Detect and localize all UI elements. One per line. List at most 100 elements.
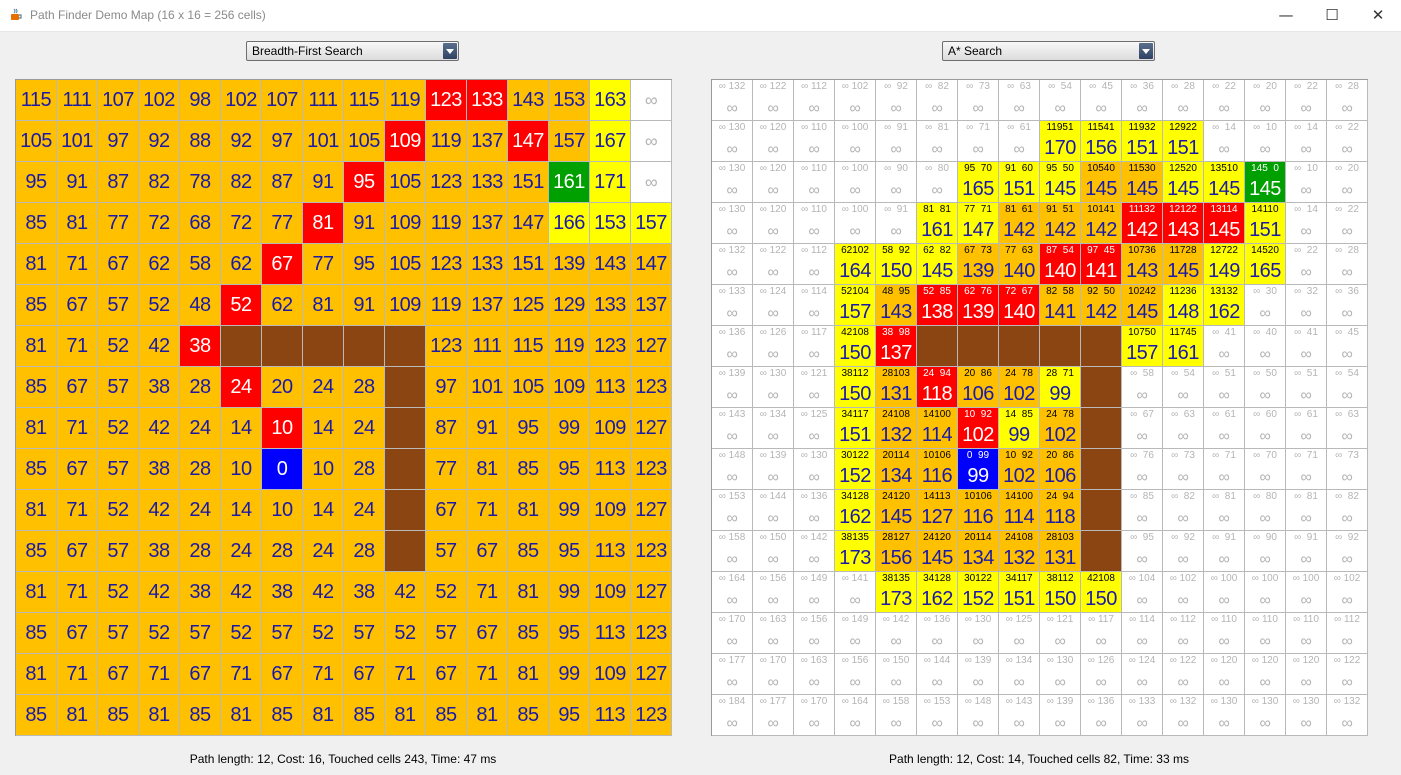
bfs-cell-visited[interactable]: 101 <box>467 367 508 408</box>
bfs-cell-visited[interactable]: 91 <box>57 162 98 203</box>
astar-cell-unvisited[interactable]: ∞ 102 ∞ <box>1163 572 1204 613</box>
astar-cell-unvisited[interactable]: ∞ 110 ∞ <box>1245 613 1286 654</box>
astar-cell-unvisited[interactable]: ∞ 124 ∞ <box>1122 654 1163 695</box>
astar-cell-unvisited[interactable]: ∞ 149 ∞ <box>835 613 876 654</box>
astar-cell-visited[interactable]: 92 50 142 <box>1081 285 1122 326</box>
astar-cell-path[interactable]: 62 76 139 <box>958 285 999 326</box>
bfs-cell-visited[interactable]: 105 <box>508 367 549 408</box>
bfs-cell-visited[interactable]: 57 <box>426 531 467 572</box>
bfs-cell-visited[interactable]: 127 <box>631 326 672 367</box>
bfs-cell-visited[interactable]: 81 <box>16 408 57 449</box>
bfs-cell-visited[interactable]: 57 <box>426 613 467 654</box>
astar-cell-unvisited[interactable]: ∞ 136 ∞ <box>1081 695 1122 736</box>
bfs-cell-visited[interactable]: 85 <box>98 695 139 736</box>
astar-cell-unvisited[interactable]: ∞ 136 ∞ <box>917 613 958 654</box>
bfs-cell-visited[interactable]: 57 <box>98 613 139 654</box>
astar-cell-unvisited[interactable]: ∞ 30 ∞ <box>1245 285 1286 326</box>
bfs-cell-visited[interactable]: 113 <box>590 695 631 736</box>
astar-cell-path[interactable]: 87 54 140 <box>1040 244 1081 285</box>
astar-cell-visited[interactable]: 11530 145 <box>1122 162 1163 203</box>
astar-cell-frontier[interactable]: 14110 151 <box>1245 203 1286 244</box>
bfs-cell-frontier[interactable]: 163 <box>590 80 631 121</box>
bfs-cell-visited[interactable]: 139 <box>549 244 590 285</box>
bfs-cell-visited[interactable]: 52 <box>139 613 180 654</box>
bfs-cell-visited[interactable]: 92 <box>221 121 262 162</box>
bfs-cell-visited[interactable]: 109 <box>385 203 426 244</box>
bfs-cell-visited[interactable]: 85 <box>508 531 549 572</box>
astar-cell-visited[interactable]: 10 92 102 <box>999 449 1040 490</box>
astar-cell-frontier[interactable]: 34128 162 <box>835 490 876 531</box>
astar-cell-visited[interactable]: 77 63 140 <box>999 244 1040 285</box>
astar-cell-unvisited[interactable]: ∞ 139 ∞ <box>712 367 753 408</box>
astar-cell-unvisited[interactable]: ∞ 156 ∞ <box>753 572 794 613</box>
bfs-cell-visited[interactable]: 102 <box>139 80 180 121</box>
bfs-cell-visited[interactable]: 67 <box>98 244 139 285</box>
astar-cell-unvisited[interactable]: ∞ 91 ∞ <box>876 121 917 162</box>
astar-cell-visited[interactable]: 10141 142 <box>1081 203 1122 244</box>
astar-cell-unvisited[interactable]: ∞ 130 ∞ <box>753 367 794 408</box>
bfs-cell-frontier[interactable]: 167 <box>590 121 631 162</box>
astar-cell-visited[interactable]: 11728 145 <box>1163 244 1204 285</box>
astar-cell-unvisited[interactable]: ∞ 10 ∞ <box>1286 162 1327 203</box>
astar-cell-unvisited[interactable]: ∞ 156 ∞ <box>835 654 876 695</box>
bfs-cell-visited[interactable]: 147 <box>631 244 672 285</box>
bfs-cell-visited[interactable]: 71 <box>139 654 180 695</box>
astar-cell-unvisited[interactable]: ∞ 153 ∞ <box>917 695 958 736</box>
bfs-cell-visited[interactable]: 81 <box>57 695 98 736</box>
bfs-cell-visited[interactable]: 81 <box>303 285 344 326</box>
bfs-cell-visited[interactable]: 71 <box>57 244 98 285</box>
bfs-cell-visited[interactable]: 77 <box>426 449 467 490</box>
astar-cell-unvisited[interactable]: ∞ 100 ∞ <box>1204 572 1245 613</box>
astar-cell-unvisited[interactable]: ∞ 177 ∞ <box>753 695 794 736</box>
astar-cell-frontier[interactable]: 42108 150 <box>835 326 876 367</box>
astar-cell-frontier[interactable]: 14 85 99 <box>999 408 1040 449</box>
astar-cell-unvisited[interactable]: ∞ 14 ∞ <box>1204 121 1245 162</box>
astar-cell-unvisited[interactable]: ∞ 81 ∞ <box>917 121 958 162</box>
astar-cell-unvisited[interactable]: ∞ 110 ∞ <box>1204 613 1245 654</box>
astar-cell-unvisited[interactable]: ∞ 142 ∞ <box>876 613 917 654</box>
bfs-cell-visited[interactable]: 42 <box>139 572 180 613</box>
astar-cell-frontier[interactable]: 12520 145 <box>1163 162 1204 203</box>
bfs-cell-visited[interactable]: 81 <box>221 695 262 736</box>
bfs-cell-path[interactable]: 109 <box>385 121 426 162</box>
astar-cell-unvisited[interactable]: ∞ 92 ∞ <box>876 80 917 121</box>
bfs-cell-visited[interactable]: 67 <box>344 654 385 695</box>
astar-map-grid[interactable]: ∞ 132 ∞ ∞ 122 ∞ ∞ 112 ∞ ∞ 102 ∞ ∞ 92 ∞ ∞ 82 ∞ ∞ 73 ∞ ∞… <box>711 79 1368 736</box>
astar-cell-visited[interactable]: 24120 145 <box>876 490 917 531</box>
astar-cell-unvisited[interactable]: ∞ 122 ∞ <box>753 244 794 285</box>
bfs-cell-visited[interactable]: 57 <box>344 613 385 654</box>
astar-cell-unvisited[interactable]: ∞ 22 ∞ <box>1327 121 1368 162</box>
astar-cell-unvisited[interactable]: ∞ 73 ∞ <box>958 80 999 121</box>
bfs-cell-visited[interactable]: 81 <box>16 654 57 695</box>
astar-cell-path[interactable]: 12122 143 <box>1163 203 1204 244</box>
bfs-cell-visited[interactable]: 71 <box>467 490 508 531</box>
bfs-cell-visited[interactable]: 71 <box>57 572 98 613</box>
astar-cell-unvisited[interactable]: ∞ 73 ∞ <box>1327 449 1368 490</box>
astar-cell-unvisited[interactable]: ∞ 164 ∞ <box>712 572 753 613</box>
bfs-cell-visited[interactable]: 10 <box>221 449 262 490</box>
bfs-cell-visited[interactable]: 28 <box>344 367 385 408</box>
astar-cell-unvisited[interactable]: ∞ 130 ∞ <box>712 162 753 203</box>
bfs-cell-visited[interactable]: 99 <box>549 572 590 613</box>
astar-cell-unvisited[interactable]: ∞ 163 ∞ <box>794 654 835 695</box>
astar-cell-unvisited[interactable]: ∞ 40 ∞ <box>1245 326 1286 367</box>
bfs-cell-visited[interactable]: 91 <box>344 285 385 326</box>
bfs-cell-visited[interactable]: 137 <box>467 203 508 244</box>
astar-cell-unvisited[interactable]: ∞ 132 ∞ <box>712 244 753 285</box>
bfs-cell-visited[interactable]: 98 <box>180 80 221 121</box>
astar-cell-unvisited[interactable]: ∞ 100 ∞ <box>835 203 876 244</box>
astar-cell-unvisited[interactable]: ∞ 28 ∞ <box>1163 80 1204 121</box>
bfs-cell-visited[interactable]: 123 <box>631 367 672 408</box>
astar-cell-visited[interactable]: 81 61 142 <box>999 203 1040 244</box>
bfs-cell-visited[interactable]: 20 <box>262 367 303 408</box>
astar-cell-frontier[interactable]: 52104 157 <box>835 285 876 326</box>
astar-algorithm-select[interactable]: A* Search <box>942 41 1155 61</box>
bfs-cell-visited[interactable]: 67 <box>57 285 98 326</box>
bfs-cell-visited[interactable]: 91 <box>467 408 508 449</box>
bfs-cell-visited[interactable]: 85 <box>16 367 57 408</box>
bfs-cell-visited[interactable]: 57 <box>98 285 139 326</box>
astar-cell-visited[interactable]: 10736 143 <box>1122 244 1163 285</box>
bfs-cell-visited[interactable]: 82 <box>221 162 262 203</box>
astar-cell-unvisited[interactable]: ∞ 130 ∞ <box>1204 695 1245 736</box>
astar-cell-unvisited[interactable]: ∞ 73 ∞ <box>1163 449 1204 490</box>
